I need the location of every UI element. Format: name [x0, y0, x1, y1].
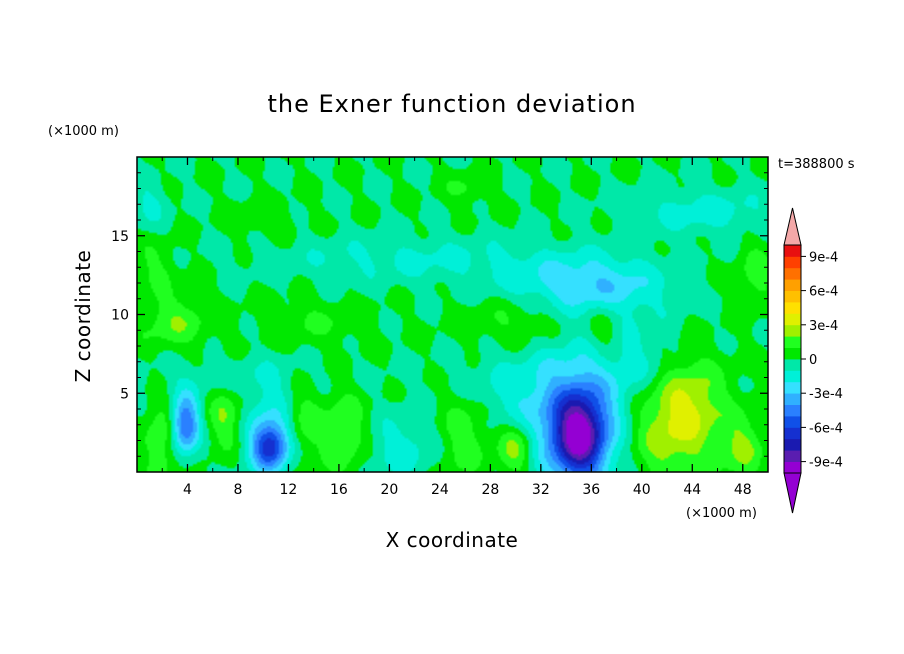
- colorbar: 9e-4 6e-4 3e-4 0 -3e-4 -6e-4 -9e-4: [783, 207, 843, 514]
- x-tick-label: 36: [582, 482, 600, 498]
- x-tick-label: 8: [233, 482, 242, 498]
- x-unit-label: (×1000 m): [686, 506, 757, 521]
- colorbar-segment: [784, 313, 801, 326]
- colorbar-segment: [784, 336, 801, 348]
- y-axis-title: Z coordinate: [71, 250, 95, 383]
- colorbar-label: 6e-4: [809, 285, 838, 300]
- y-tick-label: 10: [111, 308, 129, 324]
- colorbar-segment: [784, 290, 801, 303]
- x-tick-label: 28: [481, 482, 499, 498]
- x-tick-label: 24: [431, 482, 449, 498]
- colorbar-label: 9e-4: [809, 250, 838, 265]
- x-tick-label: 16: [330, 482, 348, 498]
- x-tick-label: 20: [380, 482, 398, 498]
- colorbar-segment: [784, 461, 801, 474]
- colorbar-segment: [784, 302, 801, 314]
- chart-title: the Exner function deviation: [267, 90, 636, 118]
- x-tick-label: 12: [280, 482, 298, 498]
- x-tick-label: 44: [683, 482, 701, 498]
- colorbar-segment: [784, 416, 801, 428]
- time-label: t=388800 s: [778, 157, 855, 172]
- colorbar-segment: [784, 267, 801, 280]
- colorbar-segment: [784, 370, 801, 383]
- colorbar-label: -9e-4: [809, 456, 843, 471]
- colorbar-segment: [784, 427, 801, 440]
- x-tick-label: 48: [734, 482, 752, 498]
- y-axis: 5 10 15: [111, 172, 768, 457]
- colorbar-segment: [784, 256, 801, 269]
- y-tick-label: 5: [120, 386, 129, 402]
- colorbar-segment: [784, 324, 801, 337]
- colorbar-segment: [784, 359, 801, 371]
- colorbar-segment: [784, 450, 801, 462]
- colorbar-label: 3e-4: [809, 319, 838, 334]
- colorbar-segment: [784, 404, 801, 417]
- colorbar-label: -6e-4: [809, 421, 843, 436]
- colorbar-under-arrow: [783, 472, 802, 514]
- y-tick-label: 15: [111, 229, 129, 245]
- colorbar-segment: [784, 393, 801, 405]
- y-unit-label: (×1000 m): [48, 124, 119, 139]
- colorbar-segment: [784, 347, 801, 360]
- colorbar-label: -3e-4: [809, 387, 843, 402]
- contour-field-image: [137, 157, 768, 472]
- colorbar-segment: [784, 381, 801, 394]
- x-axis: 4 8 12 16 20 24 28 32 36 40 44 48: [161, 157, 752, 498]
- x-axis-title: X coordinate: [386, 528, 519, 552]
- contour-field: [137, 157, 768, 472]
- colorbar-segment: [784, 279, 801, 291]
- colorbar-label: 0: [809, 353, 817, 368]
- colorbar-over-arrow: [783, 207, 802, 246]
- x-tick-label: 40: [633, 482, 651, 498]
- colorbar-segment: [784, 245, 801, 257]
- colorbar-segment: [784, 438, 801, 451]
- x-tick-label: 4: [183, 482, 192, 498]
- x-tick-label: 32: [532, 482, 550, 498]
